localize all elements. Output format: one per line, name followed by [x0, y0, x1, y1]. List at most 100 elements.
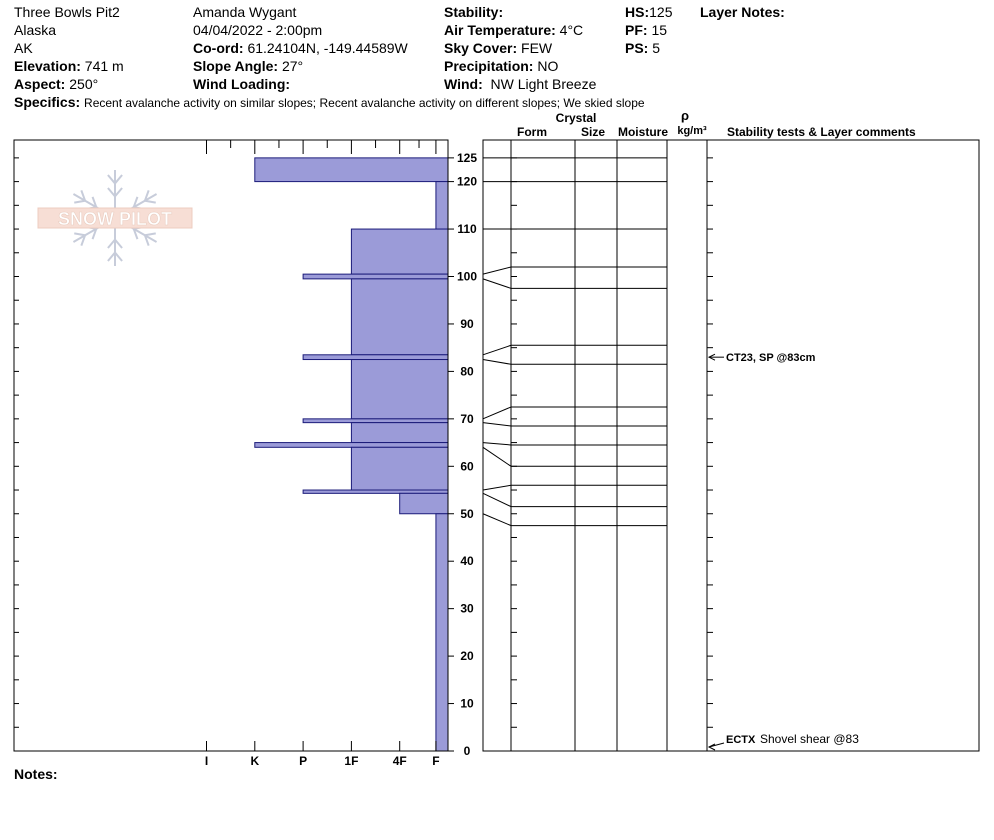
- snowflake-branch: [132, 196, 139, 208]
- depth-label-100: 100: [457, 270, 477, 284]
- wind-value: NW Light Breeze: [490, 76, 597, 92]
- elevation-label: Elevation:: [14, 58, 81, 74]
- snowflake-branch: [144, 232, 156, 237]
- layer-line-13: [482, 513, 667, 527]
- wind: Wind: NW Light Breeze: [444, 75, 596, 93]
- hardness-label-I: I: [205, 754, 208, 768]
- layer-line-4: [482, 278, 667, 289]
- hardness-layer-9: [254, 442, 449, 448]
- coord-label: Co-ord:: [193, 40, 244, 56]
- sky-label: Sky Cover:: [444, 40, 518, 56]
- sky-cover: Sky Cover: FEW: [444, 39, 552, 57]
- wind-loading-label: Wind Loading:: [193, 76, 291, 92]
- wind-loading: Wind Loading:: [193, 75, 290, 93]
- layer-line-12: [482, 492, 667, 508]
- pf-label: PF:: [625, 22, 648, 38]
- snowpilot-logo: SNOW PILOT: [37, 170, 193, 266]
- observer: Amanda Wygant: [193, 4, 297, 20]
- coordinates: Co-ord: 61.24104N, -149.44589W: [193, 39, 408, 57]
- header-stability: Stability tests & Layer comments: [727, 125, 916, 139]
- layer-line-10: [482, 446, 667, 467]
- hardness-label-4F: 4F: [393, 754, 407, 768]
- elevation-value: 741 m: [84, 58, 124, 74]
- snowflake-branch: [74, 232, 86, 237]
- snowflake-branch: [132, 228, 139, 240]
- logo-text: SNOW PILOT: [58, 209, 172, 229]
- coord-value: 61.24104N, -149.44589W: [247, 40, 408, 56]
- layer-line-8: [482, 422, 667, 427]
- header-density-unit: kg/m³: [677, 125, 707, 137]
- depth-axis: 0 10 20 30 40 50 60 70 80 90 100 110 120 125: [448, 151, 477, 758]
- specifics: Specifics: Recent avalanche activity on …: [14, 94, 645, 110]
- layer-line-7: [482, 406, 667, 420]
- stability-test-label-0: CT23, SP @83cm: [726, 352, 816, 364]
- snowflake-branch: [144, 199, 156, 204]
- left-minor-ticks: [14, 157, 19, 752]
- hardness-layer-8: [350, 422, 449, 444]
- layer-line-5: [482, 344, 667, 356]
- depth-label-120: 120: [457, 175, 477, 189]
- snowflake-branch: [91, 196, 98, 208]
- precipitation: Precipitation: NO: [444, 57, 558, 75]
- hardness-label-P: P: [299, 754, 307, 768]
- layer-line-9: [482, 442, 667, 446]
- specifics-value: Recent avalanche activity on similar slo…: [84, 96, 645, 110]
- snowflake-branch: [80, 234, 87, 246]
- depth-label-70: 70: [460, 412, 474, 426]
- hardness-layer-10: [350, 446, 449, 491]
- depth-label-10: 10: [460, 697, 474, 711]
- slope-angle: Slope Angle: 27°: [193, 57, 303, 75]
- depth-label-50: 50: [460, 507, 474, 521]
- depth-label-125: 125: [457, 151, 477, 165]
- hardness-layers: [254, 157, 449, 752]
- slope-label: Slope Angle:: [193, 58, 279, 74]
- snowflake-branch: [107, 251, 116, 262]
- wind-label: Wind:: [444, 76, 483, 92]
- layer-line-6: [482, 359, 667, 365]
- hardness-layer-7: [302, 418, 449, 424]
- hs-label: HS:: [625, 4, 650, 20]
- hardness-layer-3: [302, 273, 449, 280]
- ps-value: 5: [652, 40, 661, 56]
- pit-name: Three Bowls Pit2: [14, 4, 120, 20]
- hardness-label-F: F: [432, 754, 439, 768]
- header-size: Size: [581, 125, 605, 139]
- region: Alaska: [14, 22, 57, 38]
- aspect: Aspect: 250°: [14, 75, 98, 93]
- hs-value: 125: [649, 4, 673, 20]
- hardness-label-1F: 1F: [344, 754, 358, 768]
- aspect-label: Aspect:: [14, 76, 66, 92]
- snowflake-branch: [107, 174, 116, 185]
- precip-value: NO: [537, 58, 559, 74]
- depth-label-110: 110: [457, 222, 477, 236]
- ps: PS: 5: [625, 39, 660, 57]
- layer-boundary-lines: [482, 157, 667, 527]
- layer-notes-label: Layer Notes:: [700, 4, 785, 20]
- stability-arrowhead-1: [707, 743, 716, 751]
- pit-header: Three Bowls Pit2 Alaska AK Elevation: 74…: [0, 0, 994, 115]
- hardness-layer-6: [350, 359, 449, 420]
- depth-label-80: 80: [460, 364, 474, 378]
- stability-test-comment-1: Shovel shear @83: [760, 732, 859, 746]
- hardness-layer-12: [399, 492, 449, 515]
- depth-label-30: 30: [460, 602, 474, 616]
- air-temp-label: Air Temperature:: [444, 22, 556, 38]
- pf-value: 15: [651, 22, 668, 38]
- air-temp-value: 4°C: [559, 22, 584, 38]
- layer-line-11: [482, 484, 667, 491]
- logo-banner: [37, 207, 193, 229]
- snowflake-branch: [107, 238, 116, 249]
- hardness-layer-13: [435, 513, 449, 752]
- slope-value: 27°: [281, 58, 304, 74]
- hs: HS:125: [625, 3, 672, 21]
- header-rho: ρ: [681, 108, 689, 123]
- header-moisture: Moisture: [618, 125, 668, 139]
- pf: PF: 15: [625, 21, 667, 39]
- hardness-label-K: K: [250, 754, 259, 768]
- air-temperature: Air Temperature: 4°C: [444, 21, 583, 39]
- elevation: Elevation: 741 m: [14, 57, 124, 75]
- precip-label: Precipitation:: [444, 58, 534, 74]
- stability-test-annotations: CT23, SP @83cm ECTX Shovel shear @83: [707, 352, 859, 751]
- stability-test-label-1: ECTX: [726, 734, 756, 746]
